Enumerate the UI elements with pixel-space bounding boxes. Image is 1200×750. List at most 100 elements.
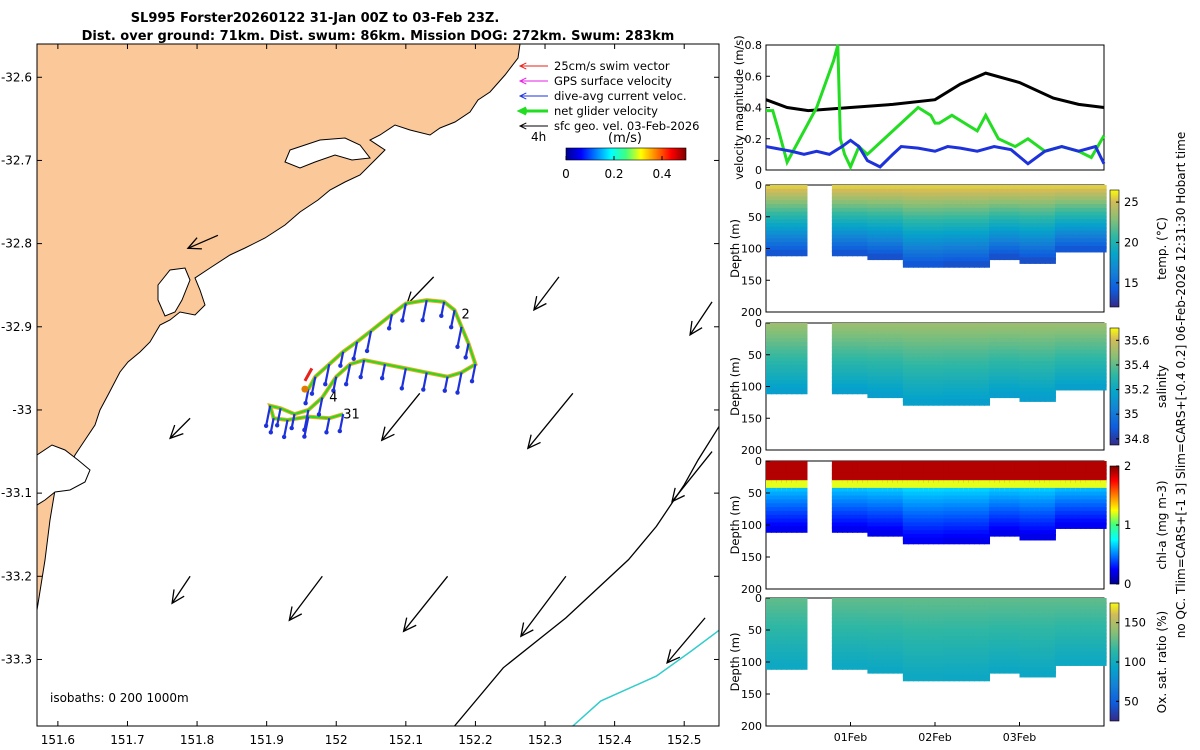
section-cell [836,480,843,487]
section-cell [847,507,854,514]
section-cell [968,211,975,219]
section-cell [836,636,843,643]
geo-velocity-arrow [406,276,435,306]
section-cell [913,219,920,226]
section-cell [907,376,914,383]
section-cell [882,200,889,207]
section-cell [1009,464,1016,472]
section-cell [1034,526,1041,533]
geo-velocity-arrow-head [169,424,184,440]
section-cell [1060,598,1067,605]
section-cell [857,245,864,253]
section-cell [877,510,884,518]
section-cell [847,647,854,655]
section-cell [847,461,854,468]
current-vector [464,343,470,358]
section-cell [928,613,935,620]
section-cell [786,636,793,643]
section-cell [836,372,843,380]
section-cell [882,223,889,230]
section-cell [1009,476,1016,483]
section-cell [867,476,874,483]
section-cell [801,334,808,341]
section-cell [1075,334,1082,341]
section-cell [1029,223,1036,230]
section-cell [771,601,778,609]
section-cell [1039,376,1046,383]
section-cell [1100,491,1107,499]
section-cell [1044,207,1051,215]
section-cell [1095,196,1102,203]
section-cell [867,192,874,200]
section-cell [958,376,965,383]
section-cell [943,537,950,545]
current-vector [332,376,338,391]
section-cell [984,257,991,264]
section-cell [796,334,803,341]
section-cell [1024,196,1031,203]
section-cell [1060,200,1067,207]
section-cell [953,670,960,678]
section-cell [953,253,960,261]
section-cell [1019,491,1026,499]
section-cell [907,211,914,219]
section-cell [872,364,879,372]
section-cell [999,476,1006,483]
section-cell [842,372,849,380]
section-cell [872,215,879,222]
section-cell [1054,230,1061,238]
section-cell [938,261,945,268]
section-cell [913,472,920,480]
section-cell [1014,323,1021,330]
section-cell [847,510,854,518]
section-cell [933,223,940,230]
section-cell [1014,487,1021,495]
section-cell [1004,342,1011,349]
section-cell [923,399,930,406]
section-cell [1039,518,1046,526]
section-cell [836,204,843,211]
section-cell [1024,461,1031,468]
section-cell [928,476,935,483]
section-cell [872,514,879,522]
section-cell [1060,361,1067,368]
section-cell [872,245,879,253]
section-cell [1060,196,1067,203]
section-cell [872,188,879,196]
section-cell [1024,349,1031,357]
section-cell [989,526,996,533]
section-cell [999,640,1006,647]
section-cell [948,345,955,353]
section-cell [958,196,965,203]
section-cell [877,345,884,353]
section-cell [1049,663,1056,670]
section-cell [781,621,788,628]
section-cell [786,617,793,624]
section-cell [943,499,950,506]
section-cell [1004,644,1011,651]
section-cell [1034,215,1041,222]
section-cell [781,249,788,257]
section-cell [1044,480,1051,487]
section-cell [978,211,985,219]
section-cell [1065,617,1072,624]
section-cell [791,522,798,529]
section-cell [1024,230,1031,238]
section-cell [862,223,869,230]
section-cell [1024,188,1031,196]
section-cell [1004,522,1011,529]
section-cell [852,480,859,487]
section-cell [907,326,914,334]
section-cell [994,651,1001,659]
legend-label: net glider velocity [554,104,658,118]
section-cell [771,338,778,345]
section-cell [1060,211,1067,219]
section-cell [842,487,849,495]
section-cell [948,468,955,476]
section-cell [933,514,940,522]
section-cell [943,368,950,376]
section-cell [999,245,1006,253]
section-cell [1044,659,1051,666]
section-cell [994,326,1001,334]
section-cell [989,387,996,395]
